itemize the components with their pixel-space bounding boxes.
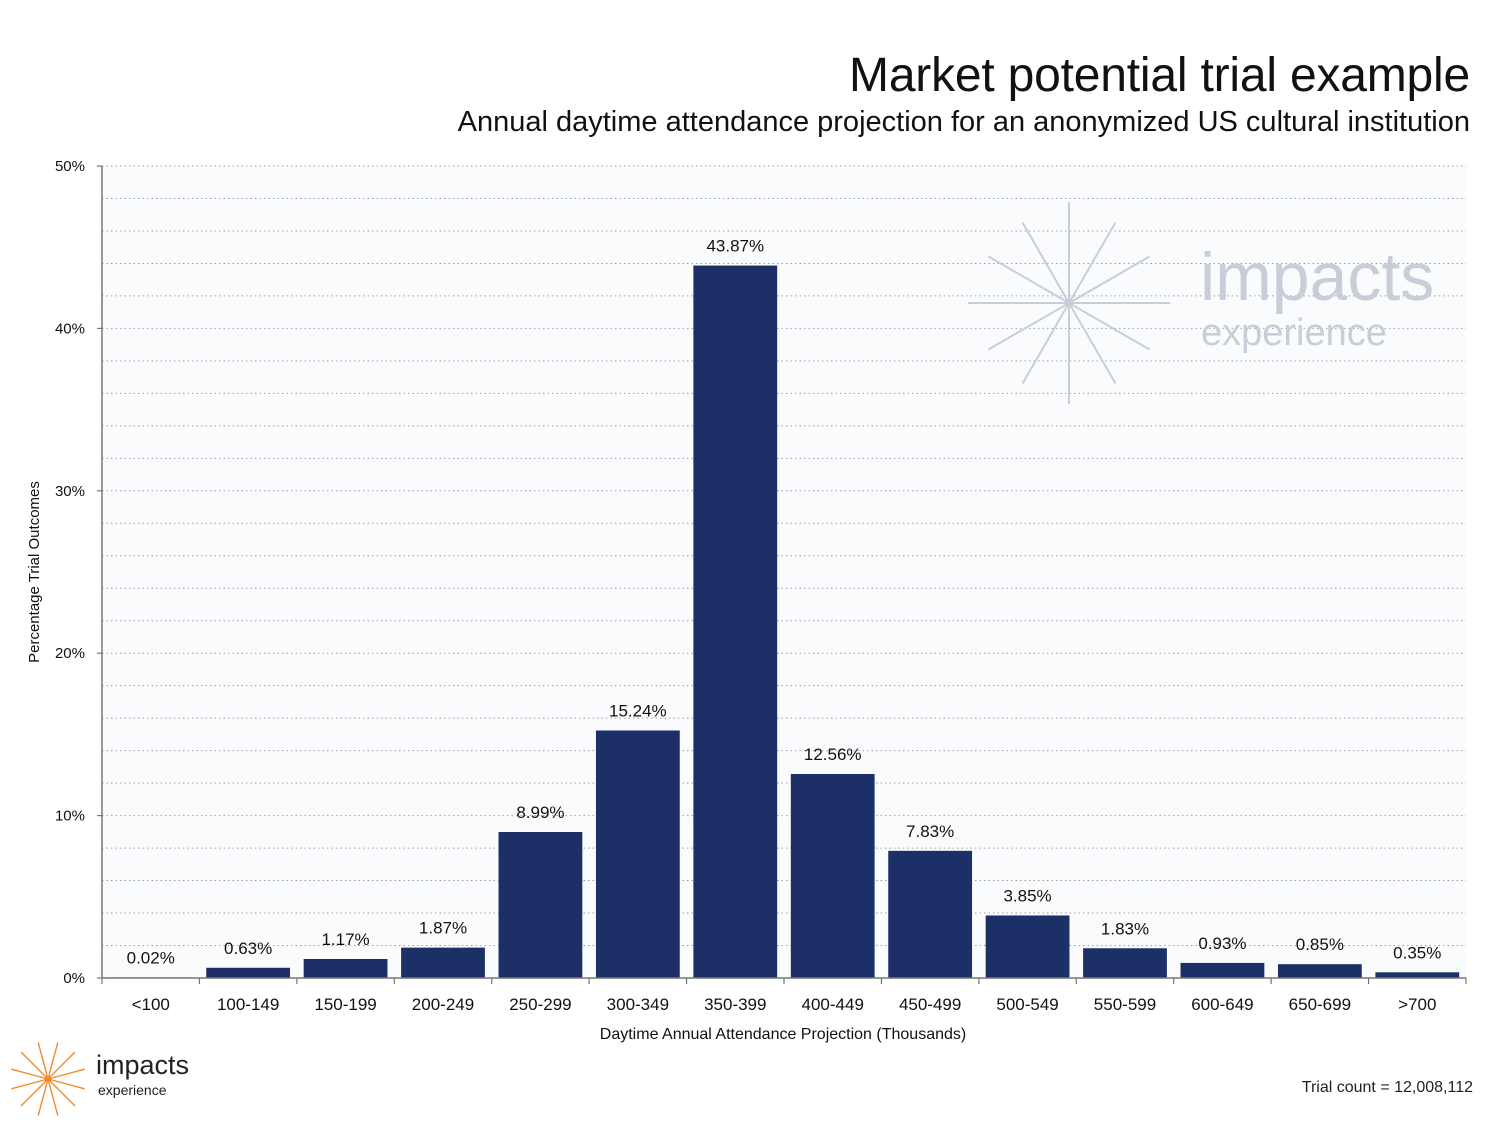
logo-wordmark: impacts: [96, 1050, 190, 1080]
value-label: 43.87%: [706, 237, 764, 256]
logo-ray: [11, 1068, 49, 1080]
chart-title: Market potential trial example: [849, 49, 1470, 102]
x-tick-label: 550-599: [1094, 995, 1156, 1014]
y-tick-label: 30%: [55, 483, 85, 500]
bar: [1375, 972, 1460, 978]
watermark-ray: [1021, 302, 1070, 384]
chart-subtitle: Annual daytime attendance projection for…: [457, 106, 1470, 138]
logo-ray: [37, 1078, 49, 1116]
x-tick-label: 150-199: [314, 995, 376, 1014]
logo-center: [44, 1075, 52, 1083]
value-label: 0.02%: [127, 948, 175, 967]
value-label: 3.85%: [1003, 886, 1051, 905]
value-label: 7.83%: [906, 822, 954, 841]
y-tick-label: 0%: [63, 970, 85, 987]
logo-ray: [37, 1042, 49, 1080]
value-label: 15.24%: [609, 702, 667, 721]
axes: [101, 166, 1467, 984]
bar: [401, 947, 485, 978]
bar: [1083, 948, 1167, 978]
logo-ray: [11, 1078, 49, 1090]
x-tick-label: 200-249: [412, 995, 474, 1014]
value-label: 1.17%: [321, 930, 369, 949]
watermark-ray: [1068, 222, 1117, 304]
bar: [1180, 962, 1265, 978]
y-tick-label: 40%: [55, 320, 85, 337]
value-label: 0.85%: [1296, 935, 1344, 954]
x-tick-label: 100-149: [217, 995, 279, 1014]
logo-ray: [47, 1078, 85, 1090]
x-tick-label: 250-299: [509, 995, 571, 1014]
value-label: 12.56%: [804, 745, 862, 764]
bar: [498, 832, 583, 978]
x-tick-label: 650-699: [1289, 995, 1351, 1014]
bar: [693, 265, 778, 978]
logo-subtext: experience: [98, 1082, 167, 1098]
watermark-ray: [1068, 255, 1150, 304]
watermark-ray: [988, 255, 1070, 304]
value-label: 1.83%: [1101, 919, 1149, 938]
value-label: 0.93%: [1198, 934, 1246, 953]
logo-ray: [47, 1078, 59, 1116]
x-tick-label: 600-649: [1191, 995, 1253, 1014]
bar: [790, 774, 875, 978]
bar: [985, 915, 1070, 978]
watermark-ray: [1021, 222, 1070, 304]
watermark-sub: experience: [1201, 312, 1387, 354]
bar: [303, 958, 388, 978]
bar: [595, 730, 680, 978]
x-axis-label: Daytime Annual Attendance Projection (Th…: [600, 1026, 966, 1043]
logo-ray: [47, 1051, 76, 1080]
logo-ray: [20, 1078, 49, 1107]
value-labels: 0.02% 0.63% 1.17% 1.87% 8.99% 15.24% 43.87% 12.…: [127, 237, 1442, 968]
x-axis-ticks: <100 100-149 150-199 200-249 250-299 300-349 3…: [132, 995, 1437, 1014]
y-axis-ticks: 0% 10% 20% 30% 40% 50%: [55, 158, 102, 987]
y-tick-label: 20%: [55, 645, 85, 662]
y-tick-label: 10%: [55, 808, 85, 825]
trial-count: Trial count = 12,008,112: [1301, 1079, 1473, 1096]
logo-ray: [47, 1078, 76, 1107]
impacts-logo-icon: [11, 1042, 85, 1116]
watermark-ray: [1068, 302, 1117, 384]
bar: [206, 967, 291, 978]
x-tick-label: 400-449: [802, 995, 864, 1014]
x-tick-label: <100: [132, 995, 170, 1014]
x-tick-label: 350-399: [704, 995, 766, 1014]
watermark-ray: [988, 302, 1070, 351]
y-tick-label: 50%: [55, 158, 85, 175]
value-label: 0.35%: [1393, 943, 1441, 962]
bars: [108, 265, 1460, 978]
value-label: 8.99%: [516, 803, 564, 822]
bar: [1277, 964, 1362, 978]
logo-ray: [47, 1068, 85, 1080]
plot-background: [102, 166, 1466, 978]
x-tick-label: >700: [1398, 995, 1436, 1014]
value-label: 1.87%: [419, 919, 467, 938]
bar: [888, 850, 973, 978]
logo-ray: [47, 1042, 59, 1080]
logo-ray: [20, 1051, 49, 1080]
value-label: 0.63%: [224, 939, 272, 958]
x-tick-label: 500-549: [996, 995, 1058, 1014]
x-tick-label: 450-499: [899, 995, 961, 1014]
watermark-word: impacts: [1200, 239, 1434, 315]
y-axis-label: Percentage Trial Outcomes: [26, 481, 43, 663]
watermark-ray: [1068, 302, 1150, 351]
x-tick-label: 300-349: [607, 995, 669, 1014]
